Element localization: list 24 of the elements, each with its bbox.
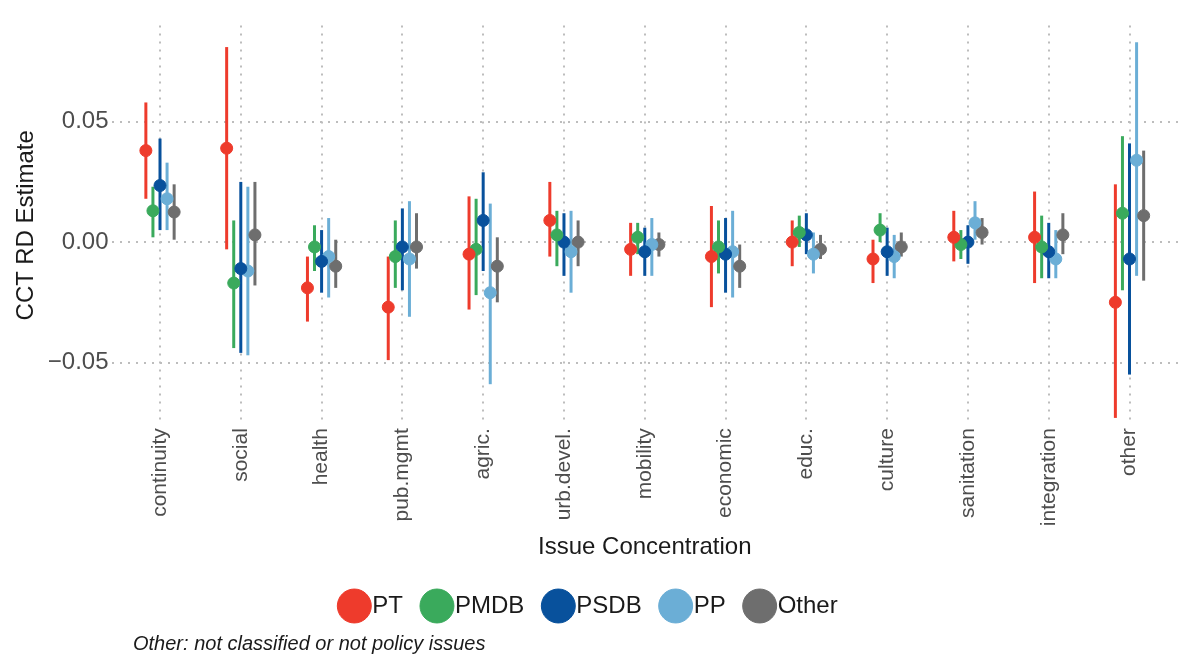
legend-label: Other: [777, 590, 838, 618]
y-axis-title: CCT RD Estimate: [11, 130, 39, 321]
x-tick-label: culture: [873, 428, 897, 492]
legend-label: PSDB: [576, 590, 642, 618]
x-tick-label: urb.devel.: [550, 428, 574, 521]
x-tick-label: agric.: [469, 428, 493, 480]
legend-label: PP: [693, 590, 726, 618]
x-tick-label: mobility: [631, 427, 655, 500]
x-tick-label: pub.mgmt: [389, 427, 413, 522]
y-tick-label: 0.05: [61, 106, 109, 134]
x-tick-label: educ.: [793, 428, 817, 480]
x-tick-label: other: [1116, 428, 1140, 477]
x-tick-label: social: [227, 428, 251, 482]
y-tick-label: 0.00: [61, 226, 109, 254]
x-tick-label: continuity: [146, 427, 170, 517]
x-tick-label: integration: [1035, 428, 1059, 527]
y-tick-label: −0.05: [47, 347, 109, 375]
text: Other: not classified or not policy issues: [133, 632, 487, 655]
x-tick-label: economic: [712, 428, 736, 519]
legend-label: PMDB: [454, 590, 525, 618]
x-axis-title: Issue Concentration: [538, 532, 752, 560]
x-tick-label: health: [308, 428, 332, 486]
x-tick-label: sanitation: [954, 428, 978, 519]
legend-label: PT: [372, 590, 404, 618]
